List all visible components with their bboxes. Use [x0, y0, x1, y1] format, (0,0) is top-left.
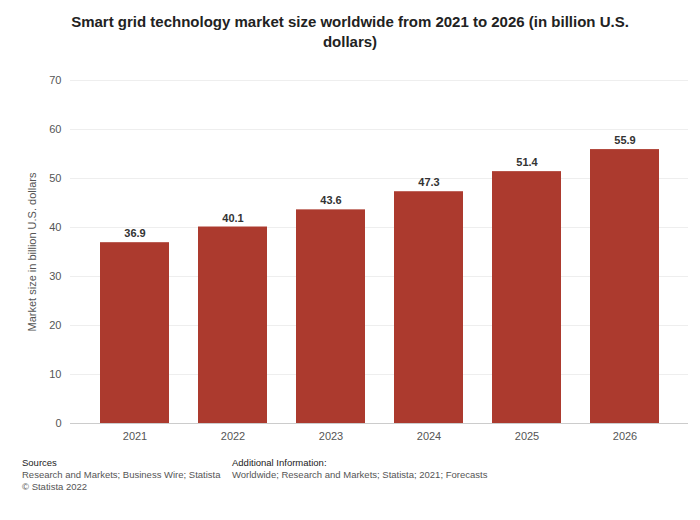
svg-text:2023: 2023	[319, 430, 343, 442]
svg-text:36.9: 36.9	[124, 227, 145, 239]
html-text:Sources: Sources	[22, 457, 57, 468]
svg-text:10: 10	[49, 368, 61, 380]
html-text:Additional Information:: Additional Information:	[232, 457, 327, 468]
html-text:Research and Markets; Business: Research and Markets; Business Wire; Sta…	[22, 469, 221, 480]
svg-text:40: 40	[49, 221, 61, 233]
svg-text:50: 50	[49, 172, 61, 184]
svg-text:51.4: 51.4	[516, 156, 538, 168]
svg-text:2021: 2021	[123, 430, 147, 442]
svg-text:2025: 2025	[515, 430, 539, 442]
svg-text:47.3: 47.3	[418, 176, 439, 188]
html-text:Worldwide; Research and Market: Worldwide; Research and Markets; Statist…	[232, 469, 488, 480]
svg-text:0: 0	[55, 417, 61, 429]
svg-text:70: 70	[49, 74, 61, 86]
svg-text:Market size in billion U.S. do: Market size in billion U.S. dollars	[26, 172, 38, 331]
svg-text:20: 20	[49, 319, 61, 331]
svg-text:2024: 2024	[417, 430, 441, 442]
svg-text:30: 30	[49, 270, 61, 282]
html-text:© Statista 2022: © Statista 2022	[22, 481, 88, 492]
html-text:Smart grid technology market s: Smart grid technology market size worldw…	[71, 13, 629, 50]
svg-text:43.6: 43.6	[320, 194, 341, 206]
svg-text:2026: 2026	[613, 430, 637, 442]
svg-text:55.9: 55.9	[614, 134, 635, 146]
svg-text:40.1: 40.1	[222, 212, 243, 224]
svg-text:2022: 2022	[221, 430, 245, 442]
svg-text:60: 60	[49, 123, 61, 135]
